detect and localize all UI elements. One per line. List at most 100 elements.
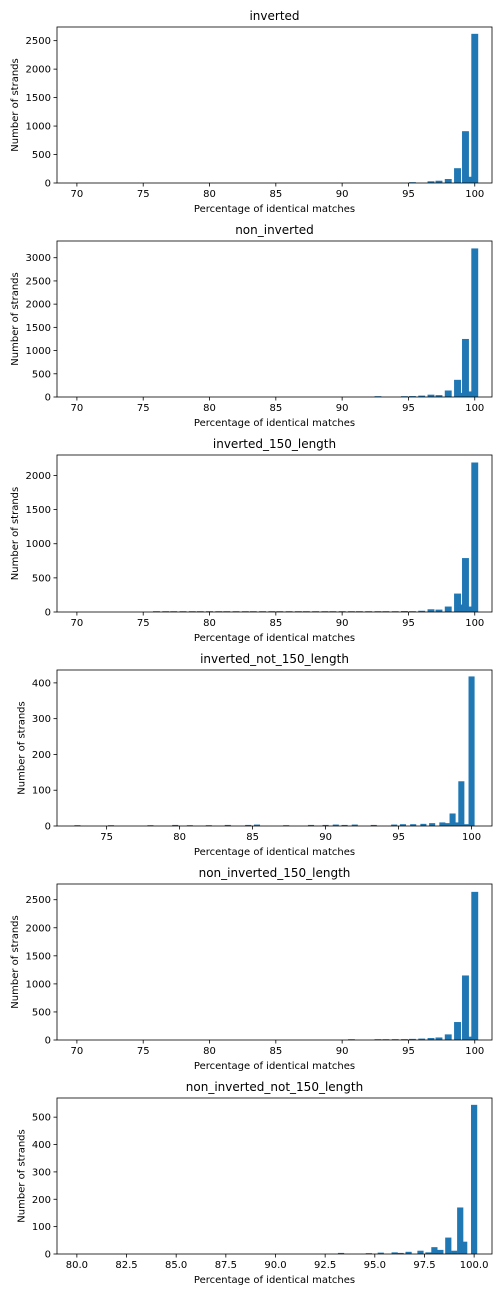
subplot-1: 70 75 80 85 90 95 10005001000150020002500inver… bbox=[10, 9, 493, 215]
bar bbox=[451, 1250, 458, 1254]
x-axis-label: Percentage of identical matches bbox=[194, 633, 355, 644]
bar bbox=[427, 181, 435, 183]
y-axis-label: Number of strands bbox=[10, 58, 21, 151]
bar bbox=[418, 610, 426, 612]
bar bbox=[439, 822, 446, 826]
axes-frame bbox=[56, 883, 493, 1041]
bar bbox=[391, 611, 399, 612]
bar bbox=[74, 825, 81, 826]
x-tick-label: 75 bbox=[137, 189, 150, 200]
y-tick-label: 400 bbox=[32, 1140, 51, 1151]
x-tick-label: 70 bbox=[71, 189, 84, 200]
bar bbox=[162, 611, 170, 612]
bar bbox=[466, 176, 473, 183]
bar bbox=[427, 609, 435, 612]
bar bbox=[329, 611, 337, 612]
bar bbox=[471, 33, 479, 183]
bar bbox=[215, 611, 223, 612]
y-axis-label: Number of strands bbox=[10, 487, 21, 580]
bar bbox=[458, 392, 465, 397]
chart-title: inverted bbox=[249, 9, 299, 23]
bar bbox=[444, 1034, 452, 1040]
bar bbox=[431, 1247, 438, 1254]
bar bbox=[153, 611, 160, 612]
chart-title: inverted_150_length bbox=[213, 437, 336, 451]
bar bbox=[454, 168, 461, 183]
bar bbox=[276, 611, 284, 612]
bar bbox=[147, 825, 154, 826]
bar bbox=[179, 611, 187, 612]
y-tick-label: 1500 bbox=[26, 93, 51, 104]
axes-frame bbox=[56, 26, 493, 184]
bar bbox=[186, 825, 193, 826]
bar bbox=[454, 1022, 461, 1040]
x-tick-label: 75 bbox=[100, 832, 113, 843]
x-axis-label: Percentage of identical matches bbox=[194, 204, 355, 215]
bar bbox=[268, 611, 276, 612]
subplot-5: 70 75 80 85 90 95 10005001000150020002500non_i… bbox=[10, 866, 493, 1072]
x-tick-label: 75 bbox=[137, 403, 150, 414]
x-tick-label: 80 bbox=[203, 189, 216, 200]
bar bbox=[321, 611, 329, 612]
bar bbox=[444, 179, 452, 183]
bar bbox=[337, 1252, 345, 1254]
bar bbox=[418, 1038, 426, 1040]
y-tick-label: 1000 bbox=[26, 346, 51, 357]
bar bbox=[172, 824, 179, 826]
y-tick-label: 100 bbox=[32, 1222, 51, 1233]
y-tick-label: 1500 bbox=[26, 951, 51, 962]
chart-title: inverted_not_150_length bbox=[200, 652, 349, 666]
bar bbox=[420, 823, 427, 826]
bar bbox=[382, 611, 390, 612]
bar bbox=[454, 593, 461, 612]
x-tick-label: 95 bbox=[392, 832, 405, 843]
y-tick-label: 2000 bbox=[26, 471, 51, 482]
x-tick-label: 100 bbox=[465, 403, 484, 414]
y-tick-label: 2000 bbox=[26, 923, 51, 934]
bar bbox=[351, 824, 358, 826]
x-tick-label: 75 bbox=[137, 618, 150, 629]
bar bbox=[399, 824, 406, 826]
bar bbox=[302, 611, 310, 612]
y-tick-label: 2500 bbox=[26, 276, 51, 287]
axes-frame bbox=[56, 669, 493, 827]
chart-title: non_inverted bbox=[235, 223, 314, 237]
chart-title: non_inverted_150_length bbox=[199, 866, 351, 880]
x-tick-label: 95 bbox=[402, 189, 415, 200]
y-tick-label: 300 bbox=[32, 1167, 51, 1178]
x-tick-label: 100 bbox=[465, 1046, 484, 1057]
x-tick-label: 90 bbox=[336, 1046, 349, 1057]
bar bbox=[377, 1252, 384, 1254]
bar bbox=[435, 395, 443, 397]
x-tick-label: 85 bbox=[269, 1046, 282, 1057]
x-tick-label: 92.5 bbox=[314, 1260, 336, 1271]
bar bbox=[285, 611, 293, 612]
bar bbox=[468, 676, 475, 826]
bar bbox=[259, 611, 267, 612]
bar bbox=[382, 1039, 390, 1040]
x-tick-label: 100 bbox=[465, 189, 484, 200]
bar bbox=[437, 1249, 444, 1254]
bar bbox=[444, 390, 452, 397]
bar bbox=[205, 825, 212, 826]
y-tick-label: 400 bbox=[32, 678, 51, 689]
x-tick-label: 85 bbox=[269, 618, 282, 629]
bar bbox=[427, 1038, 435, 1040]
x-tick-label: 80 bbox=[203, 1046, 216, 1057]
x-tick-label: 85 bbox=[269, 189, 282, 200]
bar bbox=[471, 1104, 478, 1254]
y-tick-label: 500 bbox=[32, 150, 51, 161]
x-tick-label: 70 bbox=[71, 1046, 84, 1057]
bar bbox=[370, 824, 377, 826]
y-axis-label: Number of strands bbox=[10, 915, 21, 1008]
x-tick-label: 90 bbox=[319, 832, 332, 843]
x-tick-label: 100.0 bbox=[460, 1260, 489, 1271]
bar bbox=[374, 1039, 382, 1040]
bar bbox=[365, 1253, 372, 1254]
y-tick-label: 500 bbox=[32, 369, 51, 380]
bar bbox=[461, 1241, 468, 1254]
axes-frame bbox=[56, 1097, 493, 1255]
y-tick-label: 500 bbox=[32, 1113, 51, 1124]
